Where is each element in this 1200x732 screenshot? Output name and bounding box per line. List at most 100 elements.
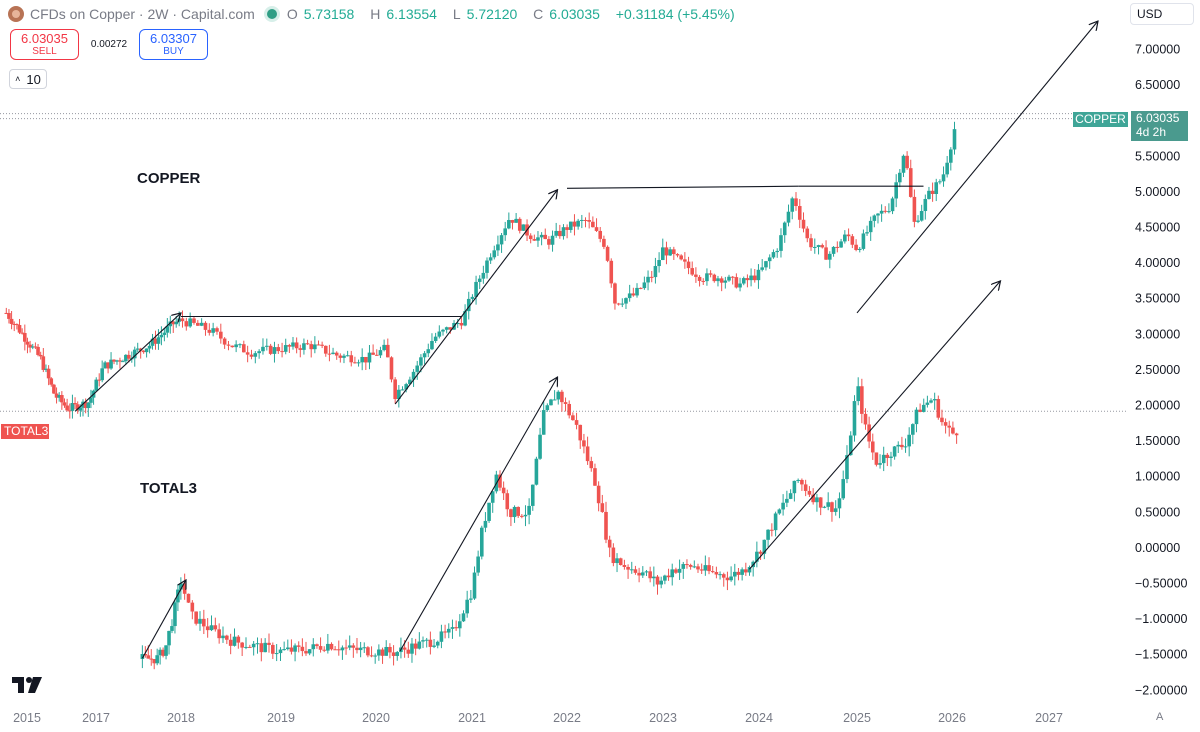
candle-body bbox=[326, 643, 330, 651]
candle-body bbox=[487, 502, 491, 521]
candle-body bbox=[905, 155, 909, 169]
candle-body bbox=[311, 644, 316, 650]
candle-body bbox=[831, 246, 836, 254]
buy-button[interactable]: 6.03307 BUY bbox=[139, 29, 208, 60]
trend-arrow[interactable] bbox=[394, 190, 557, 405]
trend-arrow[interactable] bbox=[141, 580, 186, 659]
candle-body bbox=[153, 338, 158, 344]
candle-body bbox=[773, 513, 778, 531]
y-tick-label: 1.50000 bbox=[1135, 434, 1180, 448]
candle-body bbox=[841, 479, 846, 499]
candle-body bbox=[846, 234, 851, 237]
trend-arrow[interactable] bbox=[748, 281, 1000, 570]
trend-arrow[interactable] bbox=[74, 313, 181, 412]
candle-body bbox=[358, 647, 363, 651]
y-tick-label: −1.50000 bbox=[1135, 648, 1188, 662]
candle-body bbox=[65, 405, 69, 411]
resistance-line[interactable] bbox=[566, 185, 799, 189]
x-tick-label: 2020 bbox=[362, 711, 390, 725]
candle-body bbox=[732, 571, 737, 577]
candle-body bbox=[874, 452, 879, 465]
candle-body bbox=[342, 355, 346, 358]
candle-body bbox=[293, 645, 297, 652]
candle-body bbox=[510, 220, 515, 223]
interval-value: 10 bbox=[26, 71, 41, 87]
candle-body bbox=[594, 227, 599, 231]
trend-arrow[interactable] bbox=[856, 21, 1098, 314]
x-tick-label: 2015 bbox=[13, 711, 41, 725]
candle-body bbox=[124, 354, 128, 362]
candle-body bbox=[192, 318, 196, 323]
candle-body bbox=[744, 569, 748, 573]
candle-body bbox=[315, 644, 319, 647]
candle-body bbox=[78, 407, 83, 411]
interval-input[interactable]: ˄ 10 bbox=[9, 69, 47, 89]
candle-body bbox=[150, 338, 155, 346]
candle-body bbox=[67, 410, 72, 412]
tradingview-logo-icon[interactable] bbox=[12, 677, 42, 698]
candle-body bbox=[675, 254, 680, 256]
auto-scale-button[interactable]: A bbox=[1156, 711, 1164, 723]
candle-body bbox=[355, 647, 359, 651]
candle-body bbox=[912, 196, 917, 222]
candle-body bbox=[115, 360, 119, 362]
candle-body bbox=[837, 498, 842, 509]
ohlc-label: H bbox=[370, 6, 381, 22]
candle-body bbox=[253, 353, 258, 357]
trend-drawings[interactable] bbox=[74, 21, 1098, 659]
candle-body bbox=[509, 509, 513, 518]
candle-body bbox=[291, 342, 295, 347]
candle-body bbox=[622, 565, 627, 567]
candle-body bbox=[536, 237, 540, 241]
y-tick-label: 3.00000 bbox=[1135, 327, 1180, 341]
candle-body bbox=[419, 357, 423, 366]
candle-body bbox=[932, 399, 937, 401]
candle-body bbox=[75, 404, 80, 411]
candle-body bbox=[100, 368, 104, 381]
candle-body bbox=[756, 269, 761, 281]
candle-body bbox=[408, 379, 412, 385]
candle-body bbox=[512, 506, 517, 518]
price-change: +0.31184 (+5.45%) bbox=[615, 6, 735, 22]
currency-select[interactable]: USD bbox=[1130, 3, 1194, 25]
candle-body bbox=[718, 574, 722, 576]
candle-body bbox=[876, 213, 880, 216]
candle-body bbox=[790, 198, 795, 212]
candle-body bbox=[373, 655, 377, 657]
candle-body bbox=[582, 440, 586, 447]
candle-body bbox=[530, 484, 535, 506]
sell-button[interactable]: 6.03035 SELL bbox=[10, 29, 79, 60]
y-tick-label: 4.50000 bbox=[1135, 221, 1180, 235]
candle-body bbox=[822, 506, 827, 508]
candle-body bbox=[596, 485, 601, 504]
candle-body bbox=[760, 267, 764, 270]
candle-body bbox=[205, 626, 210, 631]
candle-body bbox=[282, 649, 286, 651]
candle-body bbox=[318, 646, 323, 650]
candle-body bbox=[708, 273, 713, 275]
candle-body bbox=[41, 356, 46, 370]
price-axis[interactable]: 7.000006.500006.000005.500005.000004.500… bbox=[1135, 43, 1188, 698]
time-axis[interactable]: 2015 2017 2018 2019 2020 2021 2022 2023 2024 2025… bbox=[13, 711, 1063, 725]
candle-body bbox=[261, 346, 265, 352]
ohlc-values: O 5.73158 H 6.13554 L 5.72120 C 6.03035 +0.3… bbox=[287, 6, 741, 22]
symbol-title[interactable]: CFDs on Copper · 2W · Capital.com bbox=[30, 6, 255, 22]
candle-body bbox=[217, 629, 221, 639]
candle-body bbox=[807, 490, 812, 495]
candle-body bbox=[118, 360, 122, 362]
copper-candles bbox=[4, 121, 957, 419]
candle-body bbox=[514, 218, 518, 223]
candle-body bbox=[234, 344, 238, 348]
trend-arrow[interactable] bbox=[399, 377, 558, 652]
candle-body bbox=[336, 649, 341, 651]
candle-body bbox=[818, 497, 823, 508]
candle-body bbox=[574, 420, 579, 425]
candle-body bbox=[952, 129, 957, 150]
candle-body bbox=[881, 454, 886, 464]
candle-body bbox=[364, 356, 368, 363]
candle-body bbox=[815, 497, 819, 503]
candle-body bbox=[879, 210, 884, 214]
candle-body bbox=[690, 268, 695, 275]
candle-body bbox=[94, 379, 99, 391]
